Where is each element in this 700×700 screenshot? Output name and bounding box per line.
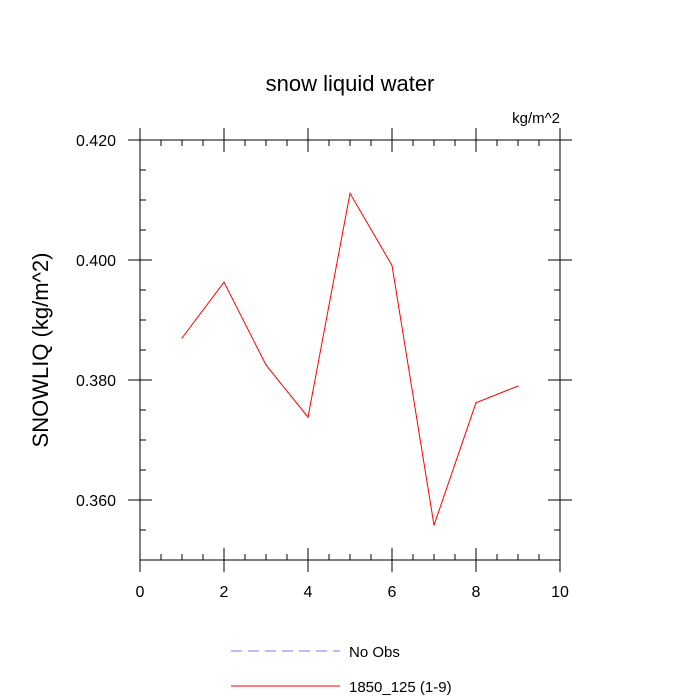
- data-point: [181, 337, 183, 339]
- series-layer: [181, 191, 519, 526]
- y-tick-label: 0.400: [76, 253, 116, 270]
- x-tick-label: 2: [220, 584, 229, 601]
- data-point: [433, 524, 435, 526]
- plot-frame: [139, 139, 561, 561]
- x-tick-label: 6: [388, 584, 397, 601]
- x-tick-label: 4: [304, 584, 313, 601]
- chart-title: snow liquid water: [266, 71, 435, 96]
- y-tick-label: 0.360: [76, 493, 116, 510]
- y-axis-label: SNOWLIQ (kg/m^2): [28, 253, 53, 448]
- x-tick-label: 8: [472, 584, 481, 601]
- series-line-1850-125: [181, 191, 519, 526]
- data-point: [349, 192, 351, 194]
- legend: No Obs 1850_125 (1-9): [231, 644, 452, 696]
- legend-label: No Obs: [349, 644, 400, 661]
- y-tick-label: 0.380: [76, 373, 116, 390]
- data-point: [223, 281, 225, 283]
- minor-ticks: [139, 139, 561, 561]
- data-point: [391, 264, 393, 266]
- x-tick-label: 10: [551, 584, 569, 601]
- y-tick-label: 0.420: [76, 133, 116, 150]
- units-label: kg/m^2: [512, 110, 560, 127]
- data-point: [517, 385, 519, 387]
- data-point: [307, 416, 309, 418]
- x-tick-label: 0: [136, 584, 145, 601]
- legend-label: 1850_125 (1-9): [349, 679, 452, 696]
- tick-labels: 0 2 4 6 8 10 0.360 0.380 0.400 0.420: [76, 133, 569, 601]
- data-point: [265, 364, 267, 366]
- data-point: [475, 402, 477, 404]
